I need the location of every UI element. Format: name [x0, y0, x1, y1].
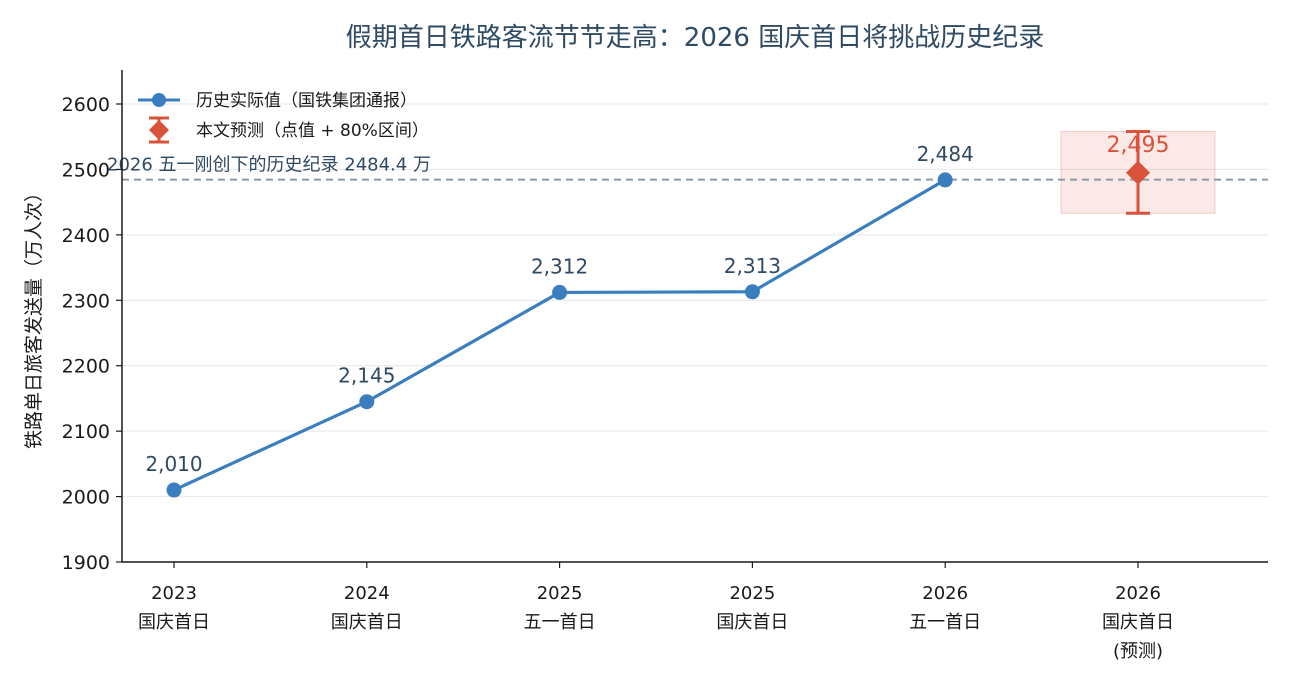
data-point-actual: [166, 482, 182, 498]
y-tick-label: 1900: [62, 552, 110, 574]
data-label-layer: 2,010 2,145 2,312 2,313 2,484 2,495: [145, 133, 1169, 476]
legend: 历史实际值（国铁集团通报） 本文预测（点值 + 80%区间）: [138, 91, 429, 144]
y-tick-label: 2300: [62, 290, 110, 312]
data-label-actual: 2,145: [338, 364, 395, 388]
series-layer: [166, 172, 953, 498]
y-tick-label: 2100: [62, 421, 110, 443]
legend-actual-marker: [152, 93, 166, 107]
series-actual-line: [173, 178, 947, 492]
x-tick-label: 2024: [344, 583, 390, 604]
x-tick-layer: 2023 国庆首日 2024 国庆首日 2025 五一首日 2025 国庆首日 2026 五一首日…: [138, 562, 1174, 662]
y-tick-layer: 1900 2000 2100 2200 2300 2400 2500 2600: [62, 94, 122, 574]
chart-title: 假期首日铁路客流节节走高：2026 国庆首日将挑战历史纪录: [346, 23, 1044, 53]
x-tick-label: 国庆首日: [331, 612, 403, 633]
x-tick-label: 国庆首日: [138, 612, 210, 633]
grid-layer: [122, 103, 1268, 498]
x-tick-label: 五一首日: [909, 612, 981, 633]
x-tick-label: 2023: [151, 583, 197, 604]
reference-line-layer: 2026 五一刚创下的历史纪录 2484.4 万: [107, 155, 1268, 181]
data-point-actual: [359, 394, 375, 410]
x-tick-label: 2025: [729, 583, 775, 604]
x-tick-label: 五一首日: [524, 612, 596, 633]
record-reference-label: 2026 五一刚创下的历史纪录 2484.4 万: [107, 155, 431, 176]
data-label-actual: 2,010: [145, 452, 202, 476]
legend-forecast-diamond: [149, 120, 169, 140]
y-tick-label: 2200: [62, 356, 110, 378]
data-label-actual: 2,312: [531, 254, 588, 278]
x-tick-label: 国庆首日: [1102, 612, 1174, 633]
x-tick-label: 2026: [922, 583, 968, 604]
x-tick-label: 2026: [1115, 583, 1161, 604]
legend-label-actual: 历史实际值（国铁集团通报）: [196, 91, 417, 111]
data-point-actual: [744, 284, 760, 300]
data-label-forecast: 2,495: [1107, 133, 1170, 158]
y-tick-label: 2600: [62, 94, 110, 116]
data-point-forecast: [1126, 160, 1150, 185]
x-tick-label: 2025: [537, 583, 583, 604]
forecast-layer: [1126, 129, 1150, 215]
data-label-actual: 2,313: [724, 254, 781, 278]
y-tick-label: 2400: [62, 225, 110, 247]
data-point-actual: [937, 172, 953, 188]
legend-label-forecast: 本文预测（点值 + 80%区间）: [196, 121, 429, 141]
y-tick-label: 2500: [62, 159, 110, 181]
data-label-actual: 2,484: [917, 142, 974, 166]
y-tick-label: 2000: [62, 487, 110, 509]
data-point-actual: [552, 284, 568, 300]
x-tick-label: 国庆首日: [716, 612, 788, 633]
x-tick-label: (预测): [1113, 641, 1163, 662]
y-axis-title: 铁路单日旅客发送量（万人次）: [23, 183, 45, 449]
